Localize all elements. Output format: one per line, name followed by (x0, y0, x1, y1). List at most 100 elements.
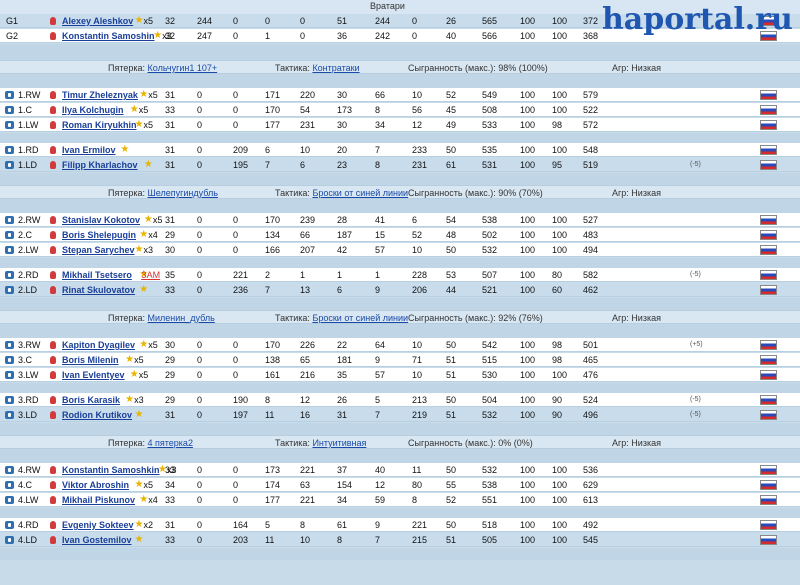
stat-cell: 0 (197, 215, 203, 225)
stat-cell: 98 (552, 355, 563, 365)
player-icon[interactable] (5, 521, 14, 529)
player-icon[interactable] (5, 271, 14, 279)
player-icon[interactable] (5, 246, 14, 254)
line-five-link[interactable]: Миленин_дубль (147, 313, 215, 323)
player-icon[interactable] (5, 481, 14, 489)
player-name-link[interactable]: Kapiton Dyagilev (62, 340, 136, 350)
player-name-link[interactable]: Konstantin Samoshkin (62, 465, 160, 475)
player-name-link[interactable]: Alexey Aleshkov (62, 16, 134, 26)
player-name-link[interactable]: Rodion Krutikov (62, 410, 132, 420)
player-icon[interactable] (5, 146, 14, 154)
player-icon[interactable] (5, 371, 14, 379)
stat-cell: 508 (482, 105, 498, 115)
stat-cell: 90 (552, 410, 563, 420)
player-icon[interactable] (5, 231, 14, 239)
stat-cell: 0 (197, 145, 203, 155)
line-tactic-link[interactable]: Интуитивная (312, 438, 367, 448)
stat-cell: 33 (165, 285, 176, 295)
player-name-link[interactable]: Boris Milenin (62, 355, 119, 365)
star-multiplier: x5 (134, 355, 144, 365)
player-name-link[interactable]: Evgeniy Sokteev (62, 520, 134, 530)
stat-cell: 32 (165, 16, 176, 26)
stat-cell: 98 (552, 120, 563, 130)
stat-cell: 0 (233, 340, 239, 350)
player-icon[interactable] (5, 161, 14, 169)
stat-cell: 0 (233, 215, 239, 225)
player-icon[interactable] (5, 286, 14, 294)
line-tactic-link[interactable]: Контратаки (312, 63, 360, 73)
role-tag[interactable]: ЗАМ (141, 270, 161, 280)
stat-cell: 50 (446, 145, 457, 155)
player-name-link[interactable]: Filipp Kharlachov (62, 160, 138, 170)
stat-cell: 66 (375, 90, 386, 100)
player-name-link[interactable]: Ivan Ermilov (62, 145, 116, 155)
stat-cell: 522 (583, 105, 599, 115)
stat-cell: 100 (520, 285, 536, 295)
player-icon[interactable] (5, 396, 14, 404)
player-name-link[interactable]: Mikhail Tsetsero (62, 270, 132, 280)
stat-cell: 100 (552, 16, 568, 26)
player-name-link[interactable]: Timur Zheleznyak (62, 90, 138, 100)
shooting-hand-icon (50, 121, 56, 129)
player-icon[interactable] (5, 216, 14, 224)
stat-cell: 10 (412, 370, 423, 380)
stat-cell: 100 (520, 215, 536, 225)
line-five-link[interactable]: Кольчугин1 107+ (147, 63, 218, 73)
stat-cell: 8 (265, 395, 271, 405)
stat-cell: 0 (233, 120, 239, 130)
line-five-link[interactable]: 4 пятерка2 (147, 438, 193, 448)
player-icon[interactable] (5, 411, 14, 419)
player-icon[interactable] (5, 356, 14, 364)
player-name-link[interactable]: Ivan Evlentyev (62, 370, 125, 380)
player-name-link[interactable]: Stanislav Kokotov (62, 215, 141, 225)
stat-cell: 6 (412, 215, 418, 225)
stat-cell: 100 (552, 495, 568, 505)
stat-cell: 35 (165, 270, 176, 280)
player-name-link[interactable]: Boris Karasik (62, 395, 121, 405)
player-icon[interactable] (5, 121, 14, 129)
stat-cell: 206 (412, 285, 428, 295)
line-tactic-link[interactable]: Броски от синей линии (312, 313, 409, 323)
russia-flag-icon (760, 520, 777, 530)
spacer (0, 508, 800, 518)
stat-cell: 494 (583, 245, 599, 255)
player-name-link[interactable]: Rinat Skulovatov (62, 285, 136, 295)
stat-cell: 100 (552, 90, 568, 100)
position-label: 3.C (18, 355, 33, 365)
player-name-link[interactable]: Konstantin Samoshin (62, 31, 155, 41)
player-icon[interactable] (5, 106, 14, 114)
russia-flag-icon (760, 270, 777, 280)
stat-cell: 100 (552, 230, 568, 240)
stat-cell: 0 (197, 465, 203, 475)
player-icon[interactable] (5, 341, 14, 349)
position-label: 4.LD (18, 535, 38, 545)
player-icon[interactable] (5, 496, 14, 504)
position-label: 3.RD (18, 395, 39, 405)
stat-cell: 0 (233, 465, 239, 475)
player-icon[interactable] (5, 536, 14, 544)
energy-delta: (+5) (690, 341, 703, 348)
star-icon: ★ (134, 244, 144, 255)
player-name-link[interactable]: Stepan Sarychev (62, 245, 135, 255)
line-five-link[interactable]: Шелепугиндубль (147, 188, 218, 198)
player-name-link[interactable]: Mikhail Piskunov (62, 495, 136, 505)
stat-cell: 231 (300, 120, 316, 130)
stat-cell: 233 (412, 145, 428, 155)
player-name-link[interactable]: Boris Shelepugin (62, 230, 137, 240)
spacer (0, 258, 800, 268)
player-name-link[interactable]: Ivan Gostemilov (62, 535, 132, 545)
star-icon: ★ (129, 104, 139, 115)
player-icon[interactable] (5, 466, 14, 474)
line-played-label: Сыгранность (макс.): 90% (70%) (408, 188, 543, 198)
player-name-link[interactable]: Roman Kiryukhin (62, 120, 137, 130)
player-icon[interactable] (5, 91, 14, 99)
stat-cell: 15 (375, 230, 386, 240)
line-tactic-link[interactable]: Броски от синей линии (312, 188, 409, 198)
stat-cell: 507 (482, 270, 498, 280)
stat-cell: 0 (233, 355, 239, 365)
stat-cell: 32 (165, 31, 176, 41)
stat-cell: 532 (482, 465, 498, 475)
player-name-link[interactable]: Viktor Abroshin (62, 480, 130, 490)
player-name-link[interactable]: Ilya Kolchugin (62, 105, 124, 115)
spacer (0, 548, 800, 560)
